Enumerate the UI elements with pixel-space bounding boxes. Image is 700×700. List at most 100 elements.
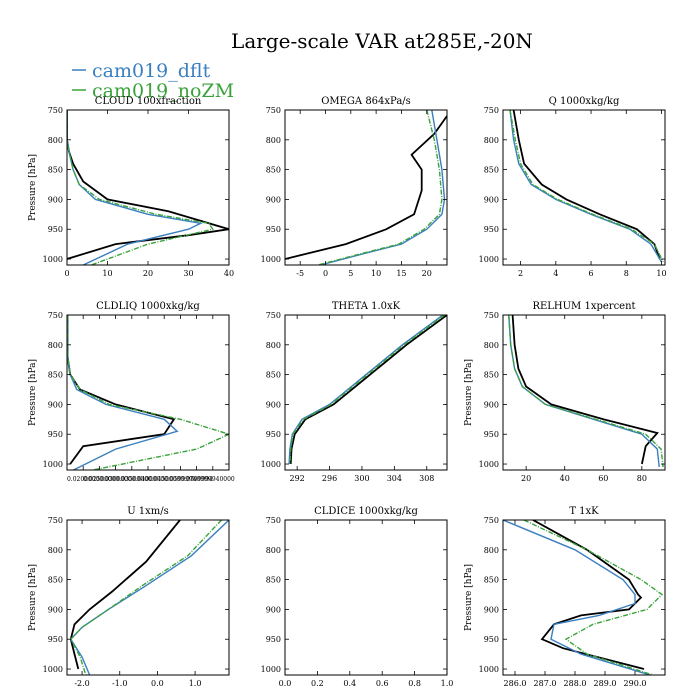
- x-tick-label: 1.0: [189, 679, 202, 688]
- x-tick-label: 6: [588, 269, 593, 278]
- series-line-cam019_noZM: [69, 520, 223, 675]
- x-tick-label: 0: [64, 269, 69, 278]
- y-tick-label: 900: [484, 605, 499, 614]
- x-tick-label: 0.0799994: [180, 476, 213, 483]
- x-tick-label: 10: [371, 269, 381, 278]
- y-tick-label: 750: [48, 311, 63, 320]
- y-tick-label: 900: [266, 400, 281, 409]
- x-tick-label: 300: [354, 474, 369, 483]
- y-tick-label: 850: [484, 576, 499, 585]
- x-tick-label: 4: [553, 269, 558, 278]
- series-line-cam019_dflt: [69, 520, 229, 675]
- y-tick-label: 750: [484, 516, 499, 525]
- y-tick-label: 950: [484, 635, 499, 644]
- series-line-obs: [511, 315, 659, 465]
- panel-title: OMEGA 864xPa/s: [321, 96, 411, 107]
- plot-frame: [66, 519, 230, 676]
- y-tick-label: 850: [484, 166, 499, 175]
- x-tick-label: 0.0: [279, 679, 292, 688]
- x-tick-label: 0.8: [408, 679, 421, 688]
- y-tick-label: 750: [266, 516, 281, 525]
- x-tick-label: 0.0250000: [83, 476, 116, 483]
- y-tick-label: 900: [266, 605, 281, 614]
- y-tick-label: 900: [48, 605, 63, 614]
- x-tick-label: 0.0: [151, 679, 164, 688]
- x-tick-label: 1.0: [441, 679, 454, 688]
- panel-title: Q 1000xkg/kg: [549, 96, 620, 107]
- y-tick-label: 1000: [479, 460, 499, 469]
- series-line-obs: [512, 110, 661, 260]
- x-tick-label: 292: [290, 474, 305, 483]
- y-tick-label: 750: [266, 311, 281, 320]
- x-tick-label: 60: [598, 474, 608, 483]
- plot-frame: [502, 519, 666, 676]
- x-tick-label: 304: [387, 474, 402, 483]
- y-tick-label: 800: [484, 136, 499, 145]
- x-tick-label: 40: [560, 474, 570, 483]
- y-tick-label: 950: [48, 635, 63, 644]
- series-line-cam019_dflt: [503, 520, 651, 675]
- x-tick-label: 2: [518, 269, 523, 278]
- y-tick-label: 800: [266, 546, 281, 555]
- figure-legend: cam019_dflt cam019_noZM: [72, 60, 234, 102]
- plot-frame: [66, 314, 230, 471]
- y-axis-label: Pressure [hPa]: [464, 359, 474, 426]
- x-tick-label: 0.0350000: [116, 476, 149, 483]
- panel-title: CLDLIQ 1000xkg/kg: [96, 301, 200, 312]
- y-tick-label: 1000: [261, 255, 281, 264]
- y-tick-label: 800: [484, 546, 499, 555]
- y-tick-label: 1000: [43, 460, 63, 469]
- y-tick-label: 950: [266, 635, 281, 644]
- y-tick-label: 900: [484, 400, 499, 409]
- y-tick-label: 950: [266, 430, 281, 439]
- plot-frame: [284, 314, 448, 471]
- x-tick-label: 8: [624, 269, 629, 278]
- x-tick-label: 289.0: [594, 679, 617, 688]
- y-tick-label: 900: [48, 400, 63, 409]
- y-tick-label: 750: [48, 516, 63, 525]
- figure-title: Large-scale VAR at285E,-20N: [231, 29, 533, 53]
- y-tick-label: 1000: [479, 255, 499, 264]
- y-tick-label: 750: [484, 106, 499, 115]
- x-tick-label: 20: [422, 269, 432, 278]
- y-tick-label: 750: [48, 106, 63, 115]
- y-tick-label: 850: [266, 371, 281, 380]
- y-tick-label: 800: [484, 341, 499, 350]
- x-tick-label: 287.0: [534, 679, 557, 688]
- y-tick-label: 1000: [43, 665, 63, 674]
- panel-4: CLDLIQ 1000xkg/kg 750 800 850 900 950 1000 0.02…: [28, 301, 235, 483]
- series-line-cam019_noZM: [317, 110, 443, 265]
- series-line-cam019_dflt: [288, 315, 444, 465]
- y-tick-label: 950: [48, 225, 63, 234]
- x-tick-label: 0.0200000: [67, 476, 100, 483]
- x-tick-label: 290.0: [624, 679, 647, 688]
- plot-frame: [502, 314, 666, 471]
- y-tick-label: 1000: [261, 665, 281, 674]
- panel-7: U 1xm/s 750 800 850 900 950 1000 -2.0 -1.0 0.0 1.0…: [28, 506, 230, 688]
- x-tick-label: 308: [419, 474, 434, 483]
- y-tick-label: 900: [484, 195, 499, 204]
- panel-2: OMEGA 864xPa/s 750 800 850 900 950 1000 -5 0 5 10 1…: [261, 96, 448, 278]
- series-line-cam019_dflt: [320, 110, 446, 265]
- x-tick-label: 10: [656, 269, 666, 278]
- x-tick-label: 40: [224, 269, 234, 278]
- series-line-cam019_noZM: [523, 520, 664, 675]
- panel-title: RELHUM 1xpercent: [532, 301, 635, 312]
- y-tick-label: 900: [48, 195, 63, 204]
- y-tick-label: 850: [266, 166, 281, 175]
- y-tick-label: 850: [48, 166, 63, 175]
- y-tick-label: 750: [484, 311, 499, 320]
- panel-8: CLDICE 1000xkg/kg 750 800 850 900 950 1000 0.0 0…: [261, 506, 454, 688]
- y-tick-label: 1000: [43, 255, 63, 264]
- y-tick-label: 950: [484, 430, 499, 439]
- x-tick-label: 0: [323, 269, 328, 278]
- panel-title: CLOUD 100xfraction: [95, 96, 202, 107]
- panel-6: RELHUM 1xpercent 750 800 850 900 950 1000 20 40 6…: [464, 301, 666, 483]
- y-tick-label: 750: [266, 106, 281, 115]
- panel-9: T 1xK 750 800 850 900 950 1000 286.0 287.0 288.0 2…: [464, 506, 666, 688]
- panel-title: THETA 1.0xK: [332, 301, 401, 312]
- x-tick-label: 0.0450000: [148, 476, 181, 483]
- y-tick-label: 950: [48, 430, 63, 439]
- legend-label-nozm: cam019_noZM: [92, 80, 234, 102]
